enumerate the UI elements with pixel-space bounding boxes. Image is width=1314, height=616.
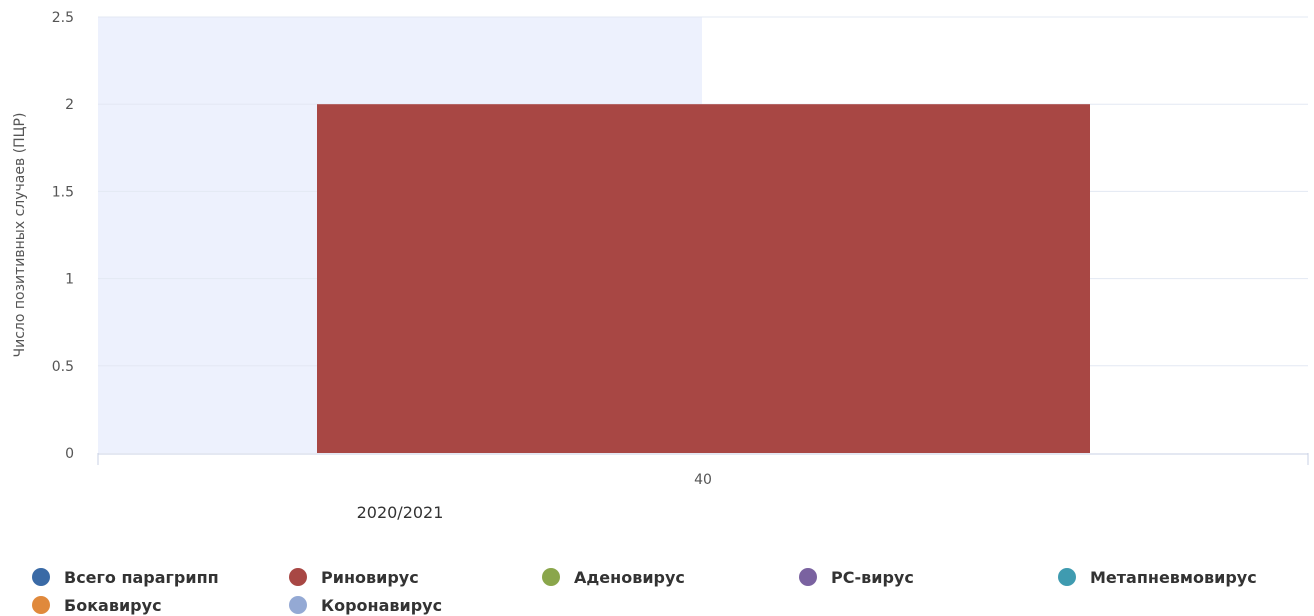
legend-label: Бокавирус — [64, 595, 162, 615]
legend-item[interactable]: Аденовирус — [542, 566, 685, 588]
chart-area: 0 0.5 1 1.5 2 2.5 Число позитивных случаев (П… — [12, 10, 1309, 522]
legend-item[interactable]: Коронавирус — [289, 594, 442, 616]
x-axis-ticks: 40 — [97, 453, 1309, 488]
x-tick-label: 40 — [694, 472, 712, 488]
legend-label: Всего парагрипп — [64, 567, 219, 587]
legend-label: Метапневмовирус — [1090, 567, 1257, 587]
y-tick-label: 0.5 — [52, 359, 74, 375]
y-tick-label: 1.5 — [52, 184, 74, 200]
bar-риновирус[interactable] — [317, 104, 1090, 453]
legend-marker-icon — [32, 568, 50, 586]
legend-marker-icon — [289, 596, 307, 614]
y-axis-ticks: 0 0.5 1 1.5 2 2.5 — [52, 10, 74, 462]
legend-marker-icon — [289, 568, 307, 586]
legend-label: Коронавирус — [321, 595, 443, 615]
legend-label: Аденовирус — [574, 567, 685, 587]
legend-label: РС-вирус — [831, 567, 914, 587]
legend-marker-icon — [799, 568, 817, 586]
legend-item[interactable]: Всего парагрипп — [32, 566, 219, 588]
legend-item[interactable]: Метапневмовирус — [1058, 566, 1257, 588]
legend-label: Риновирус — [321, 567, 419, 587]
legend-item[interactable]: Бокавирус — [32, 594, 162, 616]
legend-item[interactable]: Риновирус — [289, 566, 419, 588]
y-axis-label: Число позитивных случаев (ПЦР) — [12, 113, 28, 358]
legend-item[interactable]: РС-вирус — [799, 566, 914, 588]
legend: Всего парагрипп Риновирус Аденовирус РС-вир… — [32, 566, 1302, 616]
legend-marker-icon — [32, 596, 50, 614]
y-tick-label: 1 — [65, 272, 74, 288]
bars — [317, 104, 1090, 453]
y-tick-label: 2.5 — [52, 10, 74, 26]
y-tick-label: 2 — [65, 97, 74, 113]
season-label: 2020/2021 — [357, 503, 444, 522]
y-tick-label: 0 — [65, 446, 74, 462]
legend-marker-icon — [542, 568, 560, 586]
legend-marker-icon — [1058, 568, 1076, 586]
